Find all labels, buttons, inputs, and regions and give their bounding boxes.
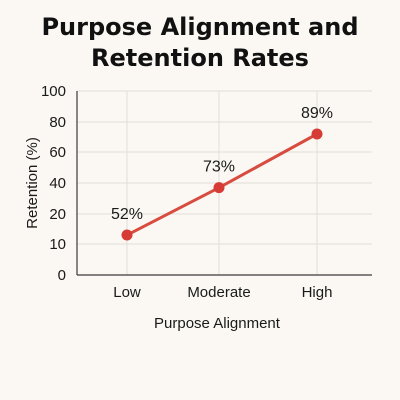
data-point-high	[311, 128, 323, 140]
data-point-moderate	[213, 182, 225, 194]
data-labels: 52% 73% 89%	[111, 105, 333, 223]
y-tick-label-40: 40	[49, 175, 66, 192]
x-tick-label-high: High	[302, 284, 333, 301]
data-label-moderate: 73%	[203, 159, 235, 176]
x-axis-title: Purpose Alignment	[154, 315, 281, 332]
data-point-low	[121, 229, 133, 241]
y-tick-label-100: 100	[41, 83, 66, 100]
data-label-high: 89%	[301, 105, 333, 122]
y-tick-label-0: 0	[58, 267, 66, 284]
data-points	[121, 128, 323, 241]
axes	[76, 91, 372, 276]
x-tick-label-moderate: Moderate	[187, 284, 250, 301]
data-label-low: 52%	[111, 206, 143, 223]
y-tick-label-20: 20	[49, 206, 66, 223]
y-tick-labels: 0 10 20 40 60 80 100	[41, 83, 66, 284]
y-axis-title: Retention (%)	[24, 137, 41, 229]
y-tick-label-80: 80	[49, 114, 66, 131]
chart-title-line-1: Purpose Alignment and	[41, 13, 359, 41]
chart-title: Purpose Alignment and Retention Rates	[0, 12, 400, 74]
y-tick-label-10: 10	[49, 236, 66, 253]
x-tick-labels: Low Moderate High	[113, 284, 332, 301]
y-tick-label-60: 60	[49, 144, 66, 161]
x-tick-label-low: Low	[113, 284, 141, 301]
chart-title-line-2: Retention Rates	[91, 44, 309, 72]
